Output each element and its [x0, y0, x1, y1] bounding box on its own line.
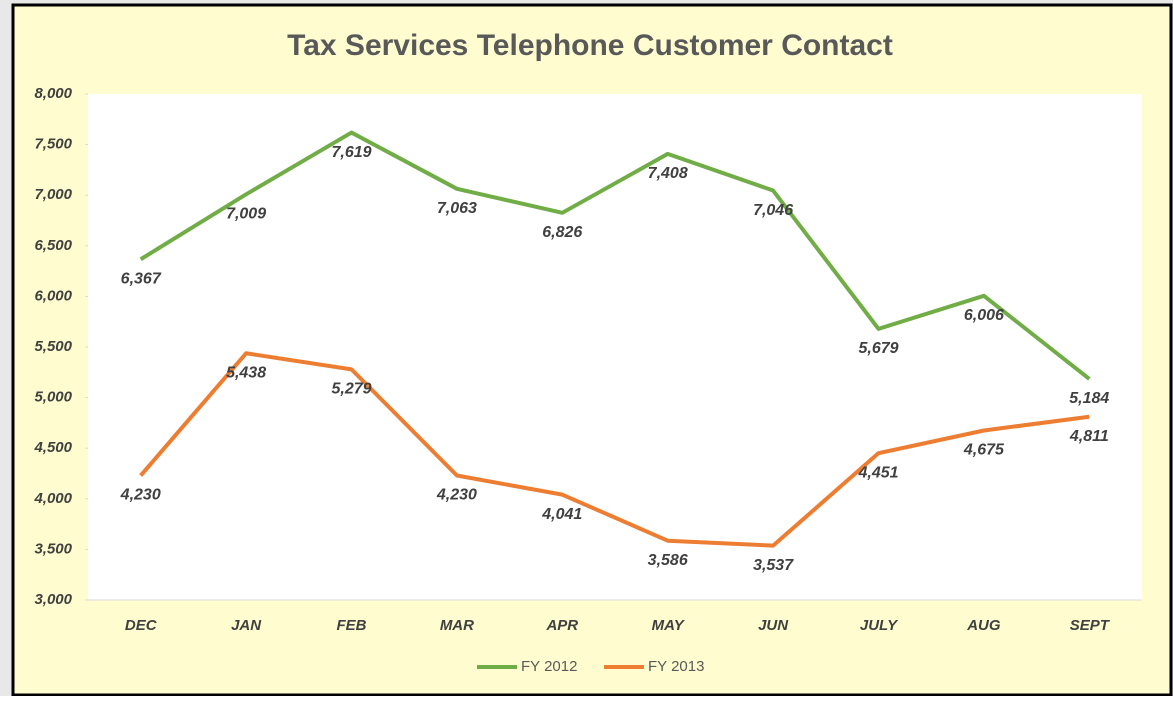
data-label: 6,006 — [964, 307, 1004, 324]
data-label: 5,438 — [226, 364, 266, 381]
chart-title: Tax Services Telephone Customer Contact — [287, 29, 893, 62]
legend-label: FY 2013 — [648, 658, 704, 675]
y-tick-label: 5,500 — [34, 338, 72, 355]
plot-area — [88, 94, 1142, 600]
y-tick-label: 6,000 — [34, 287, 72, 304]
x-tick-label: SEPT — [1070, 617, 1111, 634]
y-tick-label: 6,500 — [34, 237, 72, 254]
data-label: 7,009 — [226, 206, 266, 223]
data-label: 7,408 — [648, 165, 688, 182]
x-tick-label: JAN — [231, 617, 262, 634]
data-label: 7,063 — [437, 200, 477, 217]
x-tick-label: JUN — [758, 617, 789, 634]
data-label: 3,586 — [648, 552, 688, 569]
series-line — [139, 351, 1090, 548]
y-tick-label: 7,500 — [34, 136, 72, 153]
x-tick-label: MAY — [652, 617, 686, 634]
data-label: 6,367 — [121, 270, 162, 287]
data-label: 3,537 — [753, 557, 794, 574]
legend-label: FY 2012 — [521, 658, 577, 675]
data-label: 7,619 — [331, 144, 371, 161]
data-label: 4,230 — [436, 487, 477, 504]
data-label: 5,184 — [1069, 390, 1109, 407]
x-tick-label: FEB — [337, 617, 367, 634]
data-label: 4,230 — [120, 487, 161, 504]
data-label: 4,675 — [963, 442, 1005, 459]
y-tick-label: 4,500 — [33, 439, 72, 456]
y-tick-label: 8,000 — [34, 85, 72, 102]
y-tick-label: 3,000 — [34, 591, 72, 608]
data-label: 5,279 — [331, 381, 371, 398]
x-tick-label: DEC — [125, 617, 158, 634]
series-line — [139, 130, 1091, 381]
x-tick-label: APR — [545, 617, 578, 634]
data-label: 4,811 — [1069, 428, 1109, 445]
y-tick-label: 4,000 — [33, 490, 72, 507]
data-label: 5,679 — [858, 340, 898, 357]
x-tick-label: JULY — [860, 617, 899, 634]
data-label: 4,041 — [541, 506, 582, 523]
data-label: 7,046 — [753, 202, 793, 219]
y-tick-label: 3,500 — [34, 540, 72, 557]
y-tick-label: 7,000 — [34, 186, 72, 203]
data-label: 4,451 — [857, 464, 898, 481]
y-tick-label: 5,000 — [34, 389, 72, 406]
data-label: 6,826 — [542, 224, 582, 241]
x-tick-label: AUG — [966, 617, 1001, 634]
x-tick-label: MAR — [440, 617, 474, 634]
